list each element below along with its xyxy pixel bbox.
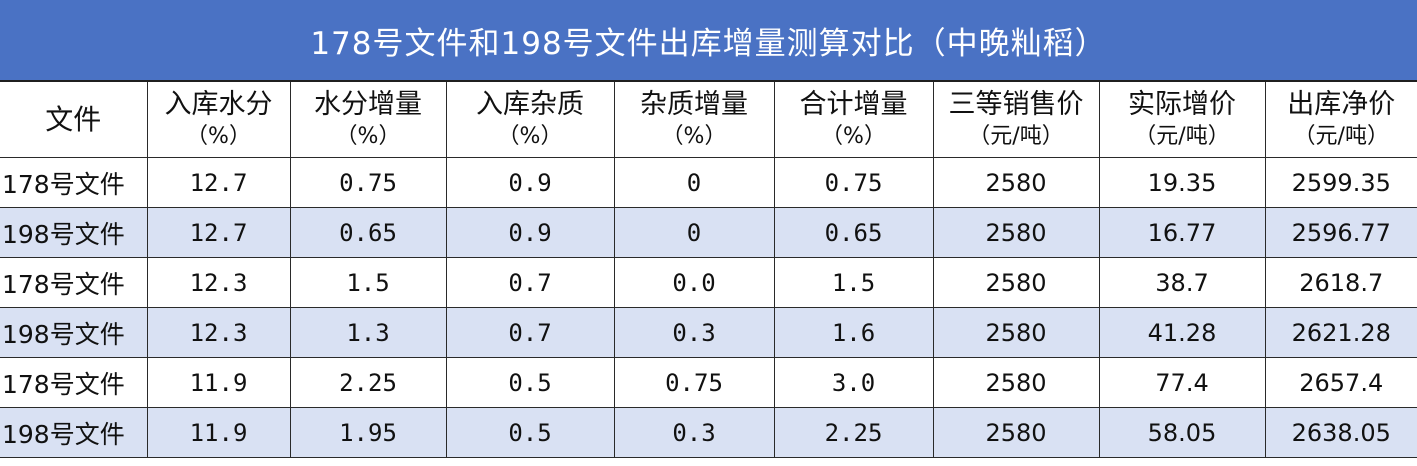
cell-file: 198号文件 xyxy=(0,407,148,458)
cell-impurity-increment: 0.75 xyxy=(614,357,775,408)
cell-inbound-impurity: 0.9 xyxy=(446,207,615,258)
cell-outbound-net-price: 2638.05 xyxy=(1265,407,1417,458)
cell-actual-price-increase: 58.05 xyxy=(1099,407,1266,458)
cell-actual-price-increase: 19.35 xyxy=(1099,157,1266,208)
header-impurity-increment: 杂质增量 （%） xyxy=(614,82,775,158)
cell-inbound-impurity: 0.9 xyxy=(446,157,615,208)
cell-file: 178号文件 xyxy=(0,157,148,208)
header-outbound-net-price: 出库净价 （元/吨） xyxy=(1265,82,1417,158)
cell-inbound-impurity: 0.5 xyxy=(446,357,615,408)
cell-total-increment: 1.6 xyxy=(774,307,934,358)
cell-grade3-price: 2580 xyxy=(933,157,1100,208)
cell-inbound-moisture: 12.3 xyxy=(147,307,291,358)
cell-actual-price-increase: 38.7 xyxy=(1099,257,1266,308)
cell-moisture-increment: 1.95 xyxy=(290,407,447,458)
cell-total-increment: 0.65 xyxy=(774,207,934,258)
cell-moisture-increment: 1.3 xyxy=(290,307,447,358)
cell-inbound-moisture: 11.9 xyxy=(147,357,291,408)
cell-inbound-impurity: 0.5 xyxy=(446,407,615,458)
cell-inbound-moisture: 12.3 xyxy=(147,257,291,308)
header-moisture-increment: 水分增量 （%） xyxy=(290,82,447,158)
header-row: 文件 入库水分 （%） 水分增量 （%） 入库杂质 （%） 杂质增量 （%） 合计增量（… xyxy=(0,82,1417,158)
comparison-table: 文件 入库水分 （%） 水分增量 （%） 入库杂质 （%） 杂质增量 （%） 合计增量（… xyxy=(0,82,1417,458)
cell-outbound-net-price: 2618.7 xyxy=(1265,257,1417,308)
header-inbound-moisture: 入库水分 （%） xyxy=(147,82,291,158)
cell-file: 198号文件 xyxy=(0,207,148,258)
cell-total-increment: 2.25 xyxy=(774,407,934,458)
cell-actual-price-increase: 77.4 xyxy=(1099,357,1266,408)
cell-grade3-price: 2580 xyxy=(933,207,1100,258)
cell-grade3-price: 2580 xyxy=(933,307,1100,358)
table-row: 178号文件 11.9 2.25 0.5 0.75 3.0 2580 77.4 … xyxy=(0,357,1417,408)
table-row: 198号文件 11.9 1.95 0.5 0.3 2.25 2580 58.05… xyxy=(0,407,1417,458)
cell-impurity-increment: 0.3 xyxy=(614,407,775,458)
header-file: 文件 xyxy=(0,82,148,158)
header-inbound-impurity: 入库杂质 （%） xyxy=(446,82,615,158)
header-total-increment: 合计增量 （%） xyxy=(774,82,934,158)
table-row: 198号文件 12.7 0.65 0.9 0 0.65 2580 16.77 2… xyxy=(0,207,1417,258)
cell-file: 198号文件 xyxy=(0,307,148,358)
cell-moisture-increment: 0.65 xyxy=(290,207,447,258)
cell-moisture-increment: 1.5 xyxy=(290,257,447,308)
cell-actual-price-increase: 16.77 xyxy=(1099,207,1266,258)
cell-total-increment: 1.5 xyxy=(774,257,934,308)
cell-grade3-price: 2580 xyxy=(933,407,1100,458)
cell-grade3-price: 2580 xyxy=(933,257,1100,308)
cell-file: 178号文件 xyxy=(0,357,148,408)
cell-inbound-moisture: 12.7 xyxy=(147,207,291,258)
header-grade3-price: 三等销售价 （元/吨） xyxy=(933,82,1100,158)
cell-impurity-increment: 0.3 xyxy=(614,307,775,358)
cell-grade3-price: 2580 xyxy=(933,357,1100,408)
cell-file: 178号文件 xyxy=(0,257,148,308)
cell-actual-price-increase: 41.28 xyxy=(1099,307,1266,358)
cell-total-increment: 3.0 xyxy=(774,357,934,408)
cell-outbound-net-price: 2596.77 xyxy=(1265,207,1417,258)
cell-total-increment: 0.75 xyxy=(774,157,934,208)
cell-impurity-increment: 0.0 xyxy=(614,257,775,308)
cell-outbound-net-price: 2621.28 xyxy=(1265,307,1417,358)
cell-impurity-increment: 0 xyxy=(614,207,775,258)
cell-impurity-increment: 0 xyxy=(614,157,775,208)
header-actual-price-increase: 实际增价 （元/吨） xyxy=(1099,82,1266,158)
cell-outbound-net-price: 2599.35 xyxy=(1265,157,1417,208)
table-row: 178号文件 12.3 1.5 0.7 0.0 1.5 2580 38.7 26… xyxy=(0,257,1417,308)
cell-inbound-impurity: 0.7 xyxy=(446,257,615,308)
table-row: 198号文件 12.3 1.3 0.7 0.3 1.6 2580 41.28 2… xyxy=(0,307,1417,358)
cell-inbound-moisture: 11.9 xyxy=(147,407,291,458)
cell-inbound-impurity: 0.7 xyxy=(446,307,615,358)
table-row: 178号文件 12.7 0.75 0.9 0 0.75 2580 19.35 2… xyxy=(0,157,1417,208)
cell-inbound-moisture: 12.7 xyxy=(147,157,291,208)
cell-moisture-increment: 0.75 xyxy=(290,157,447,208)
cell-outbound-net-price: 2657.4 xyxy=(1265,357,1417,408)
table-title: 178号文件和198号文件出库增量测算对比（中晚籼稻） xyxy=(0,0,1417,82)
cell-moisture-increment: 2.25 xyxy=(290,357,447,408)
